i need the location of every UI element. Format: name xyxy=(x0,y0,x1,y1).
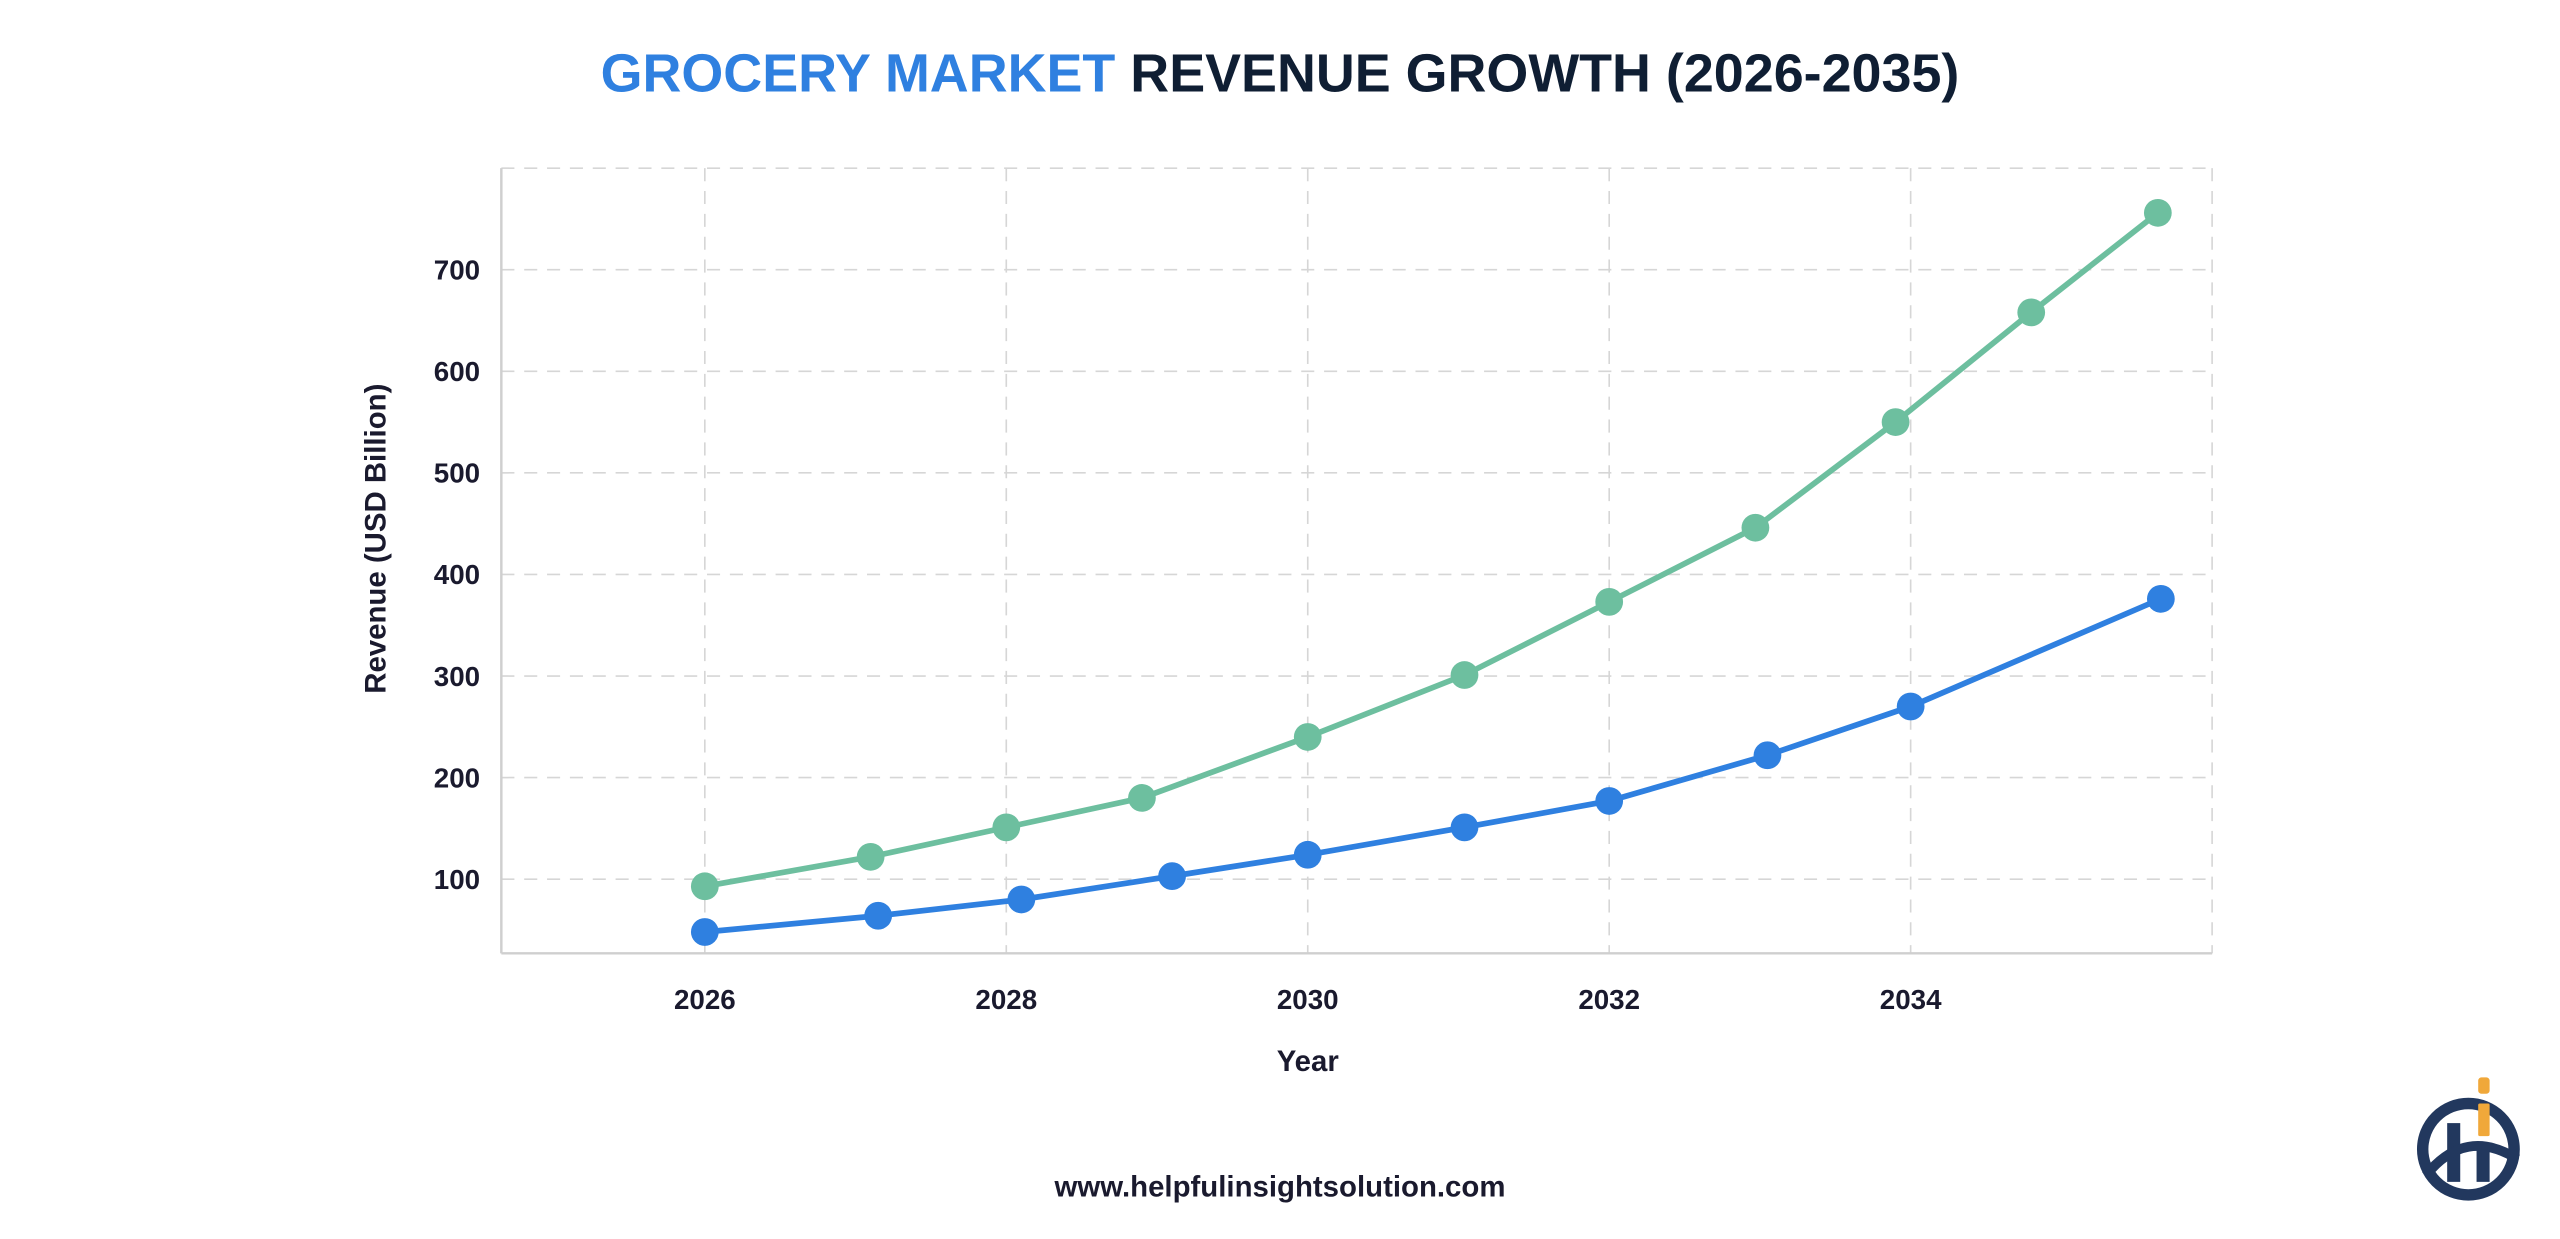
chart-title-rest: REVENUE GROWTH (2026-2035) xyxy=(1115,43,1959,103)
series-2-point xyxy=(690,918,719,946)
y-axis-label: Revenue (USD Billion) xyxy=(359,384,392,694)
series-2-point xyxy=(1293,840,1322,869)
series-2-point xyxy=(1595,787,1624,815)
series-1-point xyxy=(856,842,885,871)
series-2-point xyxy=(864,901,893,930)
logo-ring xyxy=(2416,1097,2520,1201)
series-1-point xyxy=(1595,587,1624,616)
series-2-point xyxy=(1158,862,1186,891)
series-1-point xyxy=(2143,198,2172,227)
logo-i-dot xyxy=(2478,1077,2490,1094)
series-2-point xyxy=(1450,813,1479,842)
y-tick-label: 600 xyxy=(434,356,480,387)
series-2-point xyxy=(1753,741,1782,770)
series-1-point xyxy=(1450,661,1479,689)
series-lines xyxy=(690,198,2175,946)
chart-title: GROCERY MARKET REVENUE GROWTH (2026-2035… xyxy=(601,43,1960,103)
logo-i-stem xyxy=(2476,1142,2490,1182)
series-1-point xyxy=(1881,408,1910,436)
series-1-point xyxy=(1293,723,1322,751)
y-tick-label: 100 xyxy=(434,864,480,895)
y-tick-label: 200 xyxy=(434,762,480,793)
x-tick-label: 2030 xyxy=(1277,984,1339,1015)
series-1-point xyxy=(1741,513,1770,542)
y-tick-label: 500 xyxy=(434,458,480,489)
chart-title-highlight: GROCERY MARKET xyxy=(601,43,1116,103)
series-1-point xyxy=(2017,298,2046,327)
series-1-point xyxy=(992,813,1021,842)
series-2-line xyxy=(704,596,2162,935)
y-tick-label: 400 xyxy=(434,559,480,590)
y-tick-label: 700 xyxy=(434,255,480,286)
x-tick-label: 2034 xyxy=(1880,984,1942,1015)
logo xyxy=(2416,1075,2528,1201)
logo-i-bar xyxy=(2478,1103,2490,1137)
footer-url[interactable]: www.helpfulinsightsolution.com xyxy=(1054,1171,1506,1204)
x-tick-label: 2032 xyxy=(1578,984,1640,1015)
series-2-point xyxy=(2146,584,2175,613)
axes xyxy=(500,168,2213,955)
series-2-point xyxy=(1896,692,1925,721)
series-1-point xyxy=(690,872,719,901)
series-1-line xyxy=(704,210,2160,890)
series-2-point xyxy=(1007,885,1036,914)
y-tick-label: 300 xyxy=(434,661,480,692)
grid xyxy=(501,167,2213,954)
logo-swoosh xyxy=(2422,1141,2520,1179)
tick-labels: 2026 2028 2030 2032 2034 100 200 300 400 500 600 70… xyxy=(434,255,1942,1015)
x-axis-label: Year xyxy=(1277,1045,1339,1078)
x-tick-label: 2026 xyxy=(674,984,736,1015)
series-1-point xyxy=(1128,784,1156,812)
x-tick-label: 2028 xyxy=(975,984,1037,1015)
